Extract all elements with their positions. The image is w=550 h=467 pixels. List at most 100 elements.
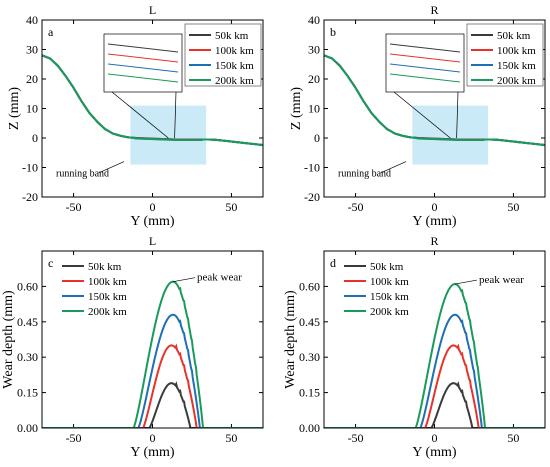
- y-axis-label: Wear depth (mm): [283, 290, 298, 389]
- x-tick-label: 50: [507, 200, 519, 214]
- wear-curve-100k-km: [42, 343, 263, 428]
- y-tick-label: 40: [308, 13, 320, 27]
- running-band-label: running band: [56, 168, 109, 179]
- y-tick-label: 0.45: [299, 315, 320, 329]
- wear-curve-200k-km: [324, 283, 545, 428]
- inset-line-150k-km: [389, 63, 461, 73]
- y-tick-label: -20: [304, 190, 320, 204]
- running-band-pointer: [98, 161, 125, 174]
- zoom-connector-right: [174, 91, 177, 139]
- legend-label: 100k km: [215, 45, 254, 57]
- y-tick-label: 0.45: [17, 315, 38, 329]
- inset-line-50k-km: [389, 43, 461, 53]
- y-tick-label: -10: [304, 161, 320, 175]
- axes-frame: [41, 19, 264, 198]
- legend-label: 100k km: [370, 276, 409, 288]
- axes-frame: [41, 250, 264, 429]
- panel-letter: d: [330, 256, 336, 270]
- peak-wear-label: peak wear: [479, 274, 524, 286]
- wear-curve-50k-km: [324, 381, 545, 428]
- inset-line-200k-km: [389, 73, 461, 83]
- profile-line-200k-km: [324, 54, 545, 147]
- chart-panel-d: R Y (mm) Wear depth (mm) -50 0 50 0.00 0.15 0.30…: [283, 234, 546, 460]
- x-tick-label: 0: [150, 431, 156, 445]
- y-tick-label: 30: [308, 43, 320, 57]
- x-tick-label: 50: [225, 431, 237, 445]
- y-tick-label: 0.00: [17, 421, 38, 435]
- y-tick-label: 10: [26, 102, 38, 116]
- legend-label: 150k km: [497, 60, 536, 72]
- running-band-region: [412, 105, 489, 165]
- y-tick-label: 40: [26, 13, 38, 27]
- inset-line-100k-km: [107, 53, 179, 63]
- wear-curve-50k-km: [42, 381, 263, 428]
- peak-wear-pointer: [454, 279, 478, 285]
- y-tick-label: -20: [22, 190, 38, 204]
- inset-line-50k-km: [107, 43, 179, 53]
- peak-wear-pointer: [172, 277, 196, 283]
- zoom-inset-frame: [103, 33, 183, 93]
- panel-title: R: [430, 234, 438, 248]
- running-band-region: [130, 105, 207, 165]
- panel-letter: a: [48, 25, 54, 39]
- x-tick-label: -50: [66, 200, 82, 214]
- plot-area: [324, 54, 545, 165]
- y-tick-label: 0.60: [17, 279, 38, 293]
- x-tick-label: -50: [66, 431, 82, 445]
- legend-label: 100k km: [88, 276, 127, 288]
- inset-line-200k-km: [107, 73, 179, 83]
- legend-label: 150k km: [88, 291, 127, 303]
- y-tick-label: 0.30: [299, 350, 320, 364]
- x-tick-label: 0: [150, 200, 156, 214]
- x-axis-label: Y (mm): [412, 445, 457, 460]
- zoom-connector-right: [456, 91, 459, 139]
- plot-area: [324, 283, 545, 428]
- legend: 50k km 100k km 150k km 200k km: [466, 23, 544, 87]
- wear-curve-150k-km: [324, 313, 545, 428]
- panel-title: L: [149, 234, 156, 248]
- y-axis-label: Wear depth (mm): [1, 290, 16, 389]
- x-tick-label: 0: [432, 431, 438, 445]
- y-tick-label: 10: [308, 102, 320, 116]
- axes-frame: [323, 19, 546, 198]
- plot-area: [42, 280, 263, 428]
- profile-line-200k-km: [42, 54, 263, 147]
- wear-curve-150k-km: [42, 313, 263, 428]
- zoom-connector-left: [393, 91, 451, 139]
- running-band-label: running band: [338, 168, 391, 179]
- chart-panel-b: R Y (mm) Z (mm) -50 0 50 -20 -10 0 10 20 30 40 runnin…: [289, 3, 546, 229]
- inset-line-100k-km: [389, 53, 461, 63]
- zoom-connector-left: [111, 91, 169, 139]
- legend: 50k km 100k km 150k km 200k km: [344, 261, 409, 318]
- legend: 50k km 100k km 150k km 200k km: [62, 261, 127, 318]
- panel-letter: c: [48, 256, 53, 270]
- panel-title: R: [430, 3, 438, 17]
- legend-label: 150k km: [215, 60, 254, 72]
- y-axis-label: Z (mm): [289, 87, 304, 130]
- legend-label: 50k km: [88, 261, 122, 273]
- running-band-pointer: [380, 161, 407, 174]
- zoom-inset-frame: [385, 33, 465, 93]
- legend: 50k km 100k km 150k km 200k km: [184, 23, 262, 87]
- wear-curve-200k-km: [42, 280, 263, 428]
- x-tick-label: -50: [348, 431, 364, 445]
- chart-panel-c: L Y (mm) Wear depth (mm) -50 0 50 0.00 0.15 0.30…: [1, 234, 264, 460]
- y-tick-label: 0: [32, 131, 38, 145]
- axes-frame: [323, 250, 546, 429]
- plot-area: [42, 54, 263, 165]
- chart-panel-a: L Y (mm) Z (mm) -50 0 50 -20 -10 0 10 20 30 40 runnin…: [7, 3, 264, 229]
- inset-line-150k-km: [107, 63, 179, 73]
- x-axis-label: Y (mm): [130, 214, 175, 229]
- legend-label: 200k km: [88, 306, 127, 318]
- x-tick-label: 50: [225, 200, 237, 214]
- peak-wear-label: peak wear: [197, 272, 242, 284]
- legend-label: 50k km: [497, 30, 531, 42]
- y-tick-label: 0.00: [299, 421, 320, 435]
- x-tick-label: 0: [432, 200, 438, 214]
- legend-label: 50k km: [370, 261, 404, 273]
- legend-label: 200k km: [215, 75, 254, 87]
- y-tick-label: -10: [22, 161, 38, 175]
- y-tick-label: 0: [314, 131, 320, 145]
- legend-label: 50k km: [215, 30, 249, 42]
